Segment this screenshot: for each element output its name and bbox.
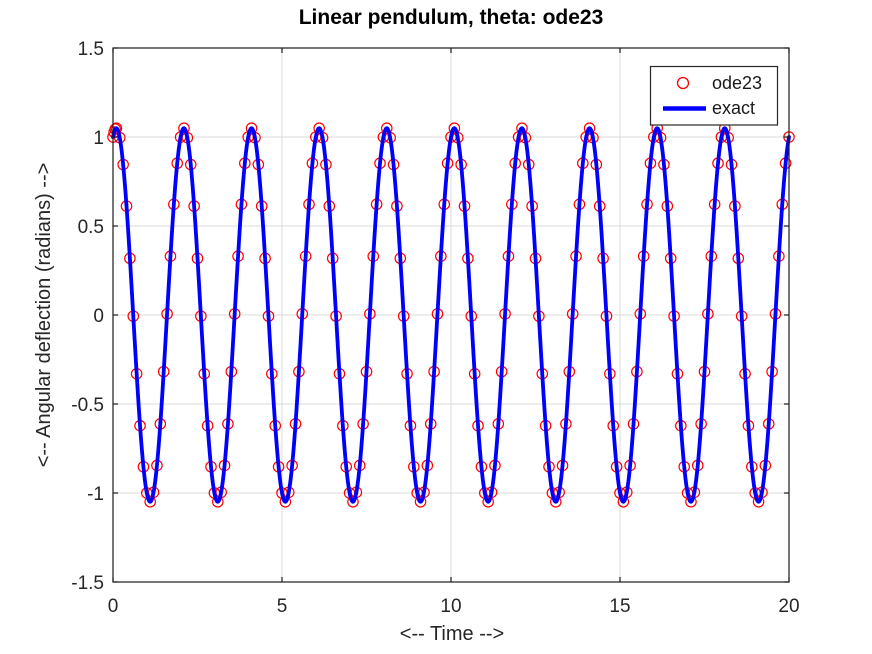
y-tick-label: 1.5 <box>78 39 104 60</box>
y-tick-label: -1 <box>87 484 104 505</box>
x-tick-label: 0 <box>108 596 119 617</box>
x-tick-label: 15 <box>609 596 630 617</box>
ode23-series-markers <box>107 122 795 508</box>
legend-box <box>649 65 779 126</box>
y-tick-labels: -1.5 -1 -0.5 0 0.5 1 1.5 <box>71 39 104 594</box>
x-tick-labels: 0 5 10 15 20 <box>108 596 800 617</box>
x-tick-label: 10 <box>440 596 461 617</box>
plot-title: Linear pendulum, theta: ode23 <box>299 6 604 29</box>
y-tick-label: 0 <box>93 306 104 327</box>
y-tick-label: 0.5 <box>78 217 104 238</box>
y-tick-label: -1.5 <box>71 573 104 594</box>
legend-label-exact: exact <box>712 98 755 118</box>
legend-ode23-circle-icon <box>676 76 690 90</box>
legend: ode23 exact <box>649 65 779 126</box>
x-tick-label: 5 <box>277 596 288 617</box>
y-tick-label: 1 <box>93 128 104 149</box>
axes-box <box>112 47 790 583</box>
x-axis-label: <-- Time --> <box>400 623 504 645</box>
legend-label-ode23: ode23 <box>712 73 762 93</box>
x-tick-label: 20 <box>778 596 799 617</box>
y-axis-label: <-- Angular deflection (radians) --> <box>33 163 55 468</box>
legend-entry-exact: exact <box>663 98 755 118</box>
grid <box>113 48 789 582</box>
legend-entry-ode23: ode23 <box>676 73 762 93</box>
exact-series-line <box>111 126 791 504</box>
y-tick-label: -0.5 <box>71 395 104 416</box>
